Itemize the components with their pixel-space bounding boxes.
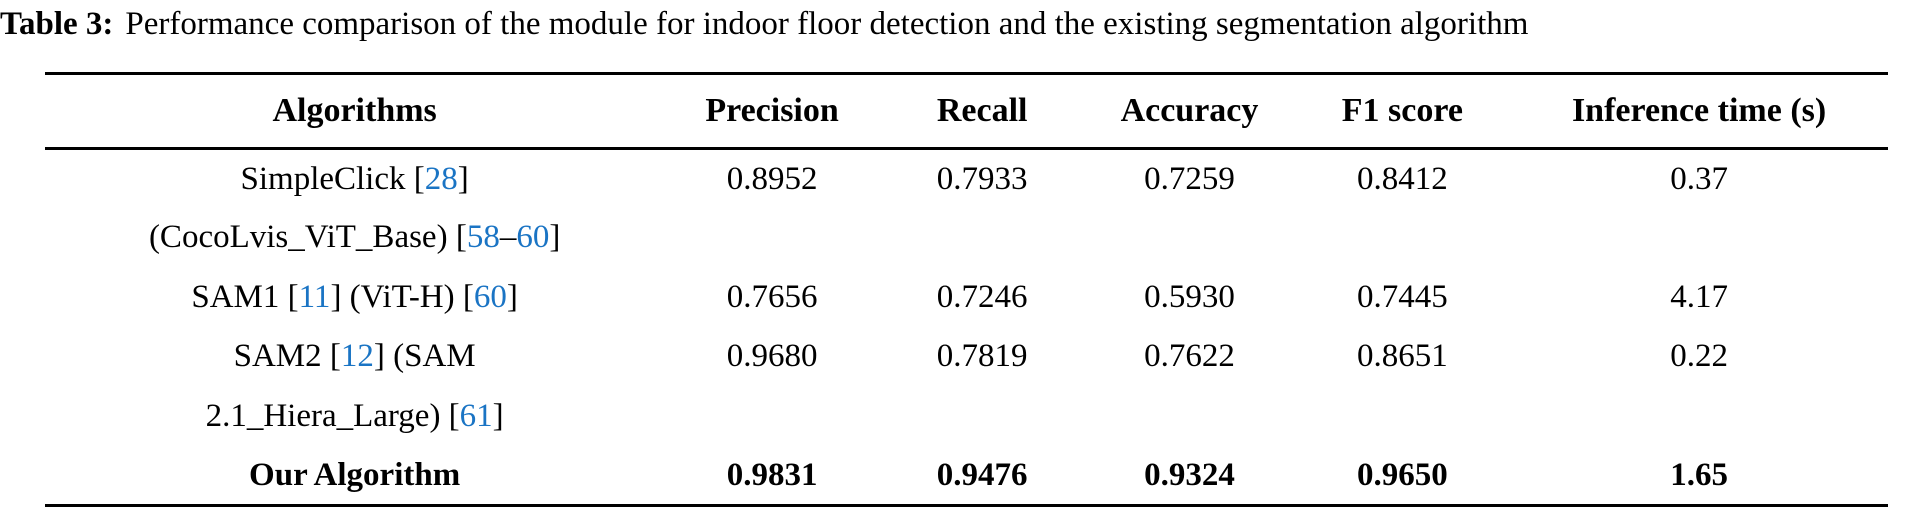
algorithm-text: – bbox=[499, 219, 517, 256]
algorithm-cell: 2.1_Hiera_Large) [61] bbox=[45, 387, 664, 447]
metric-value-cell: 0.9476 bbox=[936, 456, 1028, 493]
algorithm-text: SAM2 [ bbox=[233, 338, 341, 375]
metric-value-cell: 0.5930 bbox=[1144, 278, 1235, 315]
metric-value-cell: 0.9680 bbox=[726, 338, 818, 375]
column-header: Accuracy bbox=[1120, 92, 1259, 129]
metric-value-cell bbox=[880, 387, 1085, 447]
table-caption-text: Performance comparison of the module for… bbox=[125, 6, 1529, 42]
algorithm-text: SAM1 [ bbox=[191, 278, 299, 315]
table-row: SAM2 [12] (SAM 0.9680 0.7819 0.7622 0.8651 0.… bbox=[45, 327, 1888, 387]
header-row: Algorithms Precision Recall Accuracy F1 scor… bbox=[45, 74, 1888, 149]
metric-value-cell: 0.7622 bbox=[1144, 338, 1235, 375]
algorithm-text: ] bbox=[506, 278, 518, 315]
algorithm-text: ] bbox=[492, 397, 504, 434]
algorithm-cell: SAM2 [12] (SAM bbox=[45, 327, 664, 387]
column-header: Inference time (s) bbox=[1571, 92, 1827, 129]
citation-link[interactable]: 11 bbox=[298, 278, 331, 315]
algorithm-cell: Our Algorithm bbox=[45, 446, 664, 506]
citation-link[interactable]: 60 bbox=[516, 219, 550, 256]
table-row: 2.1_Hiera_Large) [61] bbox=[45, 387, 1888, 447]
metric-value-cell: 0.7933 bbox=[936, 160, 1028, 197]
citation-link[interactable]: 28 bbox=[424, 160, 458, 197]
table-body: SimpleClick [28] 0.8952 0.7933 0.7259 0.8412… bbox=[45, 149, 1888, 506]
performance-table: Algorithms Precision Recall Accuracy F1 scor… bbox=[45, 72, 1888, 507]
column-header: Precision bbox=[705, 92, 839, 129]
algorithm-text: (CocoLvis_ViT_Base) [ bbox=[148, 219, 467, 256]
algorithm-text: Our Algorithm bbox=[249, 456, 461, 493]
table-row: SimpleClick [28] 0.8952 0.7933 0.7259 0.8412… bbox=[45, 149, 1888, 209]
metric-value-cell: 0.9831 bbox=[726, 456, 818, 493]
metric-value-cell: 0.7656 bbox=[726, 278, 818, 315]
citation-link[interactable]: 12 bbox=[340, 338, 374, 375]
column-header: Algorithms bbox=[272, 92, 437, 129]
algorithm-cell: (CocoLvis_ViT_Base) [58–60] bbox=[45, 208, 664, 268]
citation-link[interactable]: 61 bbox=[459, 397, 493, 434]
table-row: (CocoLvis_ViT_Base) [58–60] bbox=[45, 208, 1888, 268]
algorithm-text: 2.1_Hiera_Large) [ bbox=[205, 397, 460, 434]
metric-value-cell bbox=[664, 208, 880, 268]
metric-value-cell: 0.37 bbox=[1670, 160, 1728, 197]
column-header: Recall bbox=[936, 92, 1028, 129]
algorithm-text: ] bbox=[457, 160, 469, 197]
algorithm-text: ] (SAM bbox=[373, 338, 476, 375]
citation-link[interactable]: 58 bbox=[466, 219, 500, 256]
table-row: SAM1 [11] (ViT-H) [60] 0.7656 0.7246 0.5930… bbox=[45, 268, 1888, 328]
metric-value-cell bbox=[1295, 208, 1511, 268]
algorithm-text: ] (ViT-H) [ bbox=[330, 278, 474, 315]
algorithm-text: SimpleClick [ bbox=[240, 160, 425, 197]
table-caption: Table 3: Performance comparison of the mo… bbox=[0, 3, 1932, 45]
metric-value-cell bbox=[880, 208, 1085, 268]
metric-value-cell: 0.9650 bbox=[1356, 456, 1448, 493]
citation-link[interactable]: 60 bbox=[473, 278, 507, 315]
metric-value-cell bbox=[1510, 208, 1888, 268]
metric-value-cell: 1.65 bbox=[1670, 456, 1728, 493]
metric-value-cell: 0.9324 bbox=[1144, 456, 1235, 493]
table-row: Our Algorithm 0.9831 0.9476 0.9324 0.9650 1.6… bbox=[45, 446, 1888, 506]
metric-value-cell: 0.8952 bbox=[726, 160, 818, 197]
metric-value-cell: 0.22 bbox=[1670, 338, 1728, 375]
metric-value-cell bbox=[1084, 387, 1294, 447]
metric-value-cell: 0.8651 bbox=[1356, 338, 1448, 375]
metric-value-cell bbox=[664, 387, 880, 447]
metric-value-cell bbox=[1510, 387, 1888, 447]
metric-value-cell: 0.7259 bbox=[1144, 160, 1235, 197]
column-header: F1 score bbox=[1341, 92, 1463, 129]
algorithm-cell: SAM1 [11] (ViT-H) [60] bbox=[45, 268, 664, 328]
metric-value-cell: 0.8412 bbox=[1356, 160, 1448, 197]
metric-value-cell: 0.7445 bbox=[1356, 278, 1448, 315]
metric-value-cell: 4.17 bbox=[1670, 278, 1728, 315]
metric-value-cell: 0.7819 bbox=[936, 338, 1028, 375]
table-caption-label: Table 3: bbox=[0, 6, 114, 42]
metric-value-cell: 0.7246 bbox=[936, 278, 1028, 315]
metric-value-cell bbox=[1295, 387, 1511, 447]
metric-value-cell bbox=[1084, 208, 1294, 268]
algorithm-text: ] bbox=[549, 219, 561, 256]
algorithm-cell: SimpleClick [28] bbox=[45, 149, 664, 209]
